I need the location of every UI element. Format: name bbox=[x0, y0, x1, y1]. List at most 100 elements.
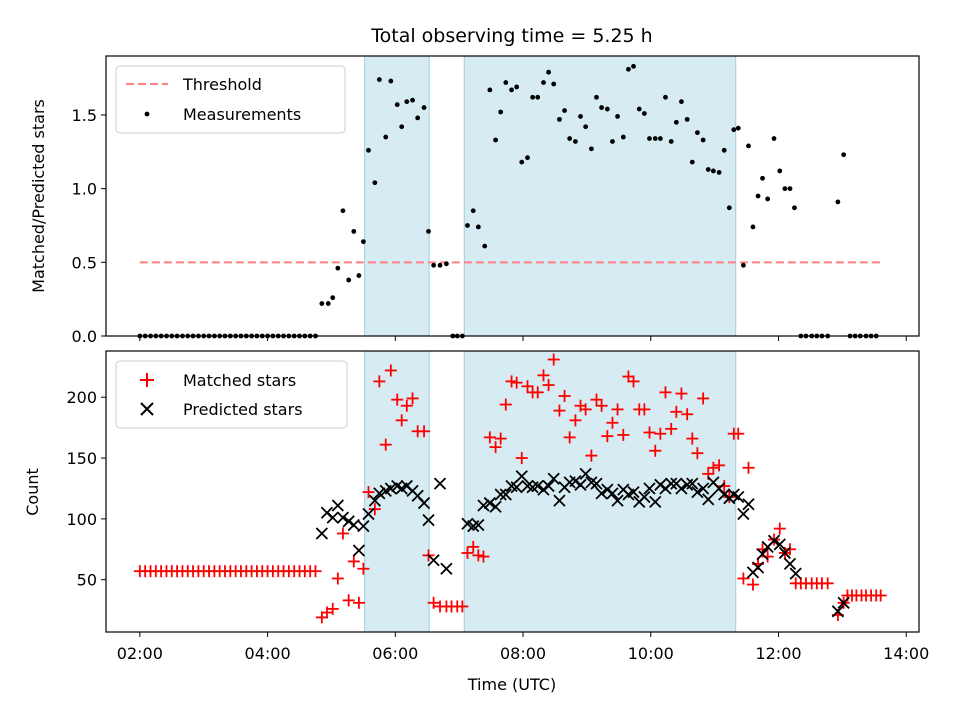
measurement-point bbox=[705, 167, 711, 172]
predicted-star-point bbox=[440, 562, 453, 575]
matched-star-point bbox=[718, 480, 731, 493]
matched-star-point bbox=[665, 422, 678, 435]
measurement-point bbox=[475, 224, 481, 230]
measurement-point bbox=[366, 147, 371, 153]
top-y-tick-label: 0.0 bbox=[72, 327, 97, 346]
predicted-star-point bbox=[569, 475, 582, 488]
matched-star-point bbox=[395, 414, 408, 427]
predicted-star-point bbox=[477, 499, 490, 512]
predicted-star-point bbox=[643, 482, 656, 495]
matched-star-point bbox=[357, 562, 370, 575]
matched-star-point bbox=[874, 589, 887, 602]
matched-star-point bbox=[326, 602, 339, 615]
measurement-point bbox=[383, 134, 389, 140]
measurement-point bbox=[663, 94, 668, 100]
measurement-point bbox=[437, 262, 443, 268]
measurement-point bbox=[541, 80, 546, 85]
bottom-y-tick-label: 50 bbox=[77, 571, 97, 590]
matched-star-point bbox=[515, 452, 528, 465]
measurement-point bbox=[319, 301, 325, 306]
bottom-x-tick-label: 08:00 bbox=[500, 644, 546, 663]
matched-star-point bbox=[537, 369, 550, 382]
bottom-panel: 50 100 150 200 02:00 04:00 06:00 08:00 10:00 12:… bbox=[23, 350, 929, 694]
matched-star-point bbox=[406, 392, 419, 405]
legend-matched-swatch bbox=[140, 373, 154, 387]
predicted-star-point bbox=[362, 507, 375, 521]
predicted-star-point bbox=[315, 527, 328, 540]
predicted-star-point bbox=[542, 479, 555, 493]
bottom-x-tick-label: 14:00 bbox=[883, 644, 929, 663]
legend-measurements-swatch bbox=[144, 111, 150, 117]
predicted-star-point bbox=[837, 596, 850, 609]
predicted-star-point bbox=[702, 493, 715, 506]
predicted-star-point bbox=[732, 490, 745, 504]
matched-star-point bbox=[686, 432, 699, 445]
matched-star-point bbox=[643, 426, 656, 439]
measurement-point bbox=[694, 130, 700, 136]
matched-star-point bbox=[821, 577, 834, 590]
predicted-star-point bbox=[579, 467, 592, 480]
predicted-star-point bbox=[783, 557, 797, 571]
matched-star-point bbox=[499, 398, 512, 411]
matched-star-point bbox=[707, 461, 720, 474]
predicted-star-point bbox=[654, 478, 667, 491]
top-x-ticks bbox=[139, 336, 907, 341]
predicted-star-point bbox=[691, 485, 704, 499]
measurement-point bbox=[330, 295, 336, 301]
predicted-star-point bbox=[606, 487, 619, 500]
matched-star-point bbox=[368, 503, 381, 516]
predicted-star-point bbox=[427, 554, 440, 567]
measurement-point bbox=[716, 170, 722, 175]
measurement-point bbox=[372, 180, 378, 186]
matched-star-point bbox=[773, 522, 786, 535]
bottom-x-tick-label: 12:00 bbox=[755, 644, 801, 663]
measurement-point bbox=[498, 109, 504, 115]
measurement-point bbox=[636, 106, 642, 112]
matched-star-point bbox=[352, 596, 365, 609]
matched-star-point bbox=[697, 392, 710, 405]
matched-star-point bbox=[391, 393, 404, 406]
bottom-y-tick-label: 150 bbox=[66, 449, 97, 468]
matched-star-point bbox=[505, 375, 518, 388]
matched-star-point bbox=[606, 416, 619, 429]
legend-threshold-label: Threshold bbox=[182, 75, 262, 94]
top-y-tick-label: 1.0 bbox=[72, 180, 97, 199]
matched-star-point bbox=[373, 375, 386, 388]
top-legend-box bbox=[115, 65, 346, 134]
measurement-point bbox=[750, 224, 756, 230]
measurement-point bbox=[346, 277, 352, 283]
bottom-x-tick-label: 04:00 bbox=[245, 644, 291, 663]
predicted-star-point bbox=[510, 481, 523, 494]
predicted-star-point bbox=[489, 500, 502, 513]
measurement-point bbox=[487, 87, 493, 93]
predicted-star-point bbox=[417, 496, 431, 510]
predicted-star-point bbox=[595, 487, 608, 500]
matched-star-point bbox=[558, 390, 571, 403]
predicted-star-point bbox=[649, 495, 662, 508]
measurement-point bbox=[573, 139, 578, 144]
predicted-star-point bbox=[778, 546, 792, 560]
top-shaded-interval bbox=[463, 55, 737, 337]
top-y-ticks: 0.0 0.5 1.0 1.5 bbox=[72, 106, 106, 346]
predicted-star-point bbox=[737, 507, 750, 521]
measurement-point bbox=[620, 134, 626, 140]
top-shaded-intervals bbox=[364, 55, 737, 337]
matched-star-point bbox=[347, 555, 360, 568]
measurement-point bbox=[583, 124, 589, 130]
measurement-point bbox=[551, 81, 557, 87]
bottom-legend-box bbox=[115, 360, 348, 429]
measurement-point bbox=[470, 208, 476, 214]
matched-star-point bbox=[601, 430, 614, 443]
measurement-point bbox=[652, 136, 658, 141]
measurement-point bbox=[443, 261, 449, 267]
matched-star-point bbox=[563, 431, 576, 444]
matched-star-point bbox=[675, 387, 688, 400]
predicted-star-point bbox=[342, 515, 355, 528]
predicted-star-point bbox=[547, 472, 560, 485]
measurement-point bbox=[421, 105, 427, 110]
measurement-point bbox=[503, 80, 509, 85]
measurement-point bbox=[482, 243, 488, 249]
matched-star-point bbox=[746, 578, 759, 591]
measurement-point bbox=[404, 99, 410, 105]
predicted-star-point bbox=[686, 477, 699, 490]
